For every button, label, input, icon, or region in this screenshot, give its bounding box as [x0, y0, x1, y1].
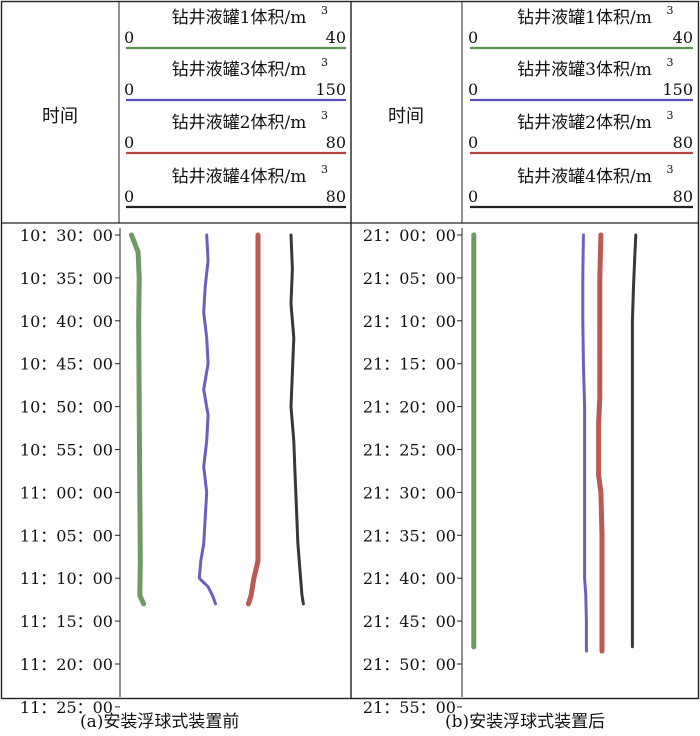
y-tick-label: 21：00：00 — [363, 226, 456, 245]
y-tick-label: 10：40：00 — [20, 312, 113, 331]
time-header: 时间 — [388, 106, 424, 127]
legend-axis-max: 80 — [326, 187, 346, 206]
caption-b: (b)安装浮球式装置后 — [445, 712, 606, 732]
legend-axis-min: 0 — [124, 28, 134, 47]
legend-axis-min: 0 — [124, 80, 134, 99]
y-tick-label: 11：25：00 — [20, 698, 113, 717]
legend-unit-superscript: 3 — [667, 163, 674, 176]
legend-unit-superscript: 3 — [667, 56, 674, 69]
legend-axis-max: 80 — [673, 187, 693, 206]
legend-label: 钻井液罐2体积/m — [172, 113, 307, 133]
series-line-2 — [581, 233, 588, 653]
y-tick-label: 10：45：00 — [20, 355, 113, 374]
y-tick-label: 21：50：00 — [363, 655, 456, 674]
legend-axis-max: 80 — [326, 133, 346, 152]
y-tick-label: 10：55：00 — [20, 441, 113, 460]
series-line-3 — [596, 232, 605, 654]
legend-axis-min: 0 — [468, 133, 478, 152]
legend-unit-superscript: 3 — [321, 163, 328, 176]
y-tick-label: 21：35：00 — [363, 526, 456, 545]
y-tick-label: 21：45：00 — [363, 612, 456, 631]
series-line-3 — [245, 232, 261, 607]
y-tick-label: 11：05：00 — [20, 526, 113, 545]
y-tick-label: 21：55：00 — [363, 698, 456, 717]
table-border — [0, 0, 700, 700]
series-line-2 — [197, 233, 217, 606]
y-tick-label: 10：50：00 — [20, 398, 113, 417]
legend-axis-max: 40 — [673, 28, 693, 47]
y-tick-label: 10：30：00 — [20, 226, 113, 245]
series-line-4 — [630, 233, 638, 649]
legend-label: 钻井液罐4体积/m — [517, 167, 652, 187]
legend-unit-superscript: 3 — [667, 109, 674, 122]
y-tick-label: 21：30：00 — [363, 483, 456, 502]
legend-unit-superscript: 3 — [321, 56, 328, 69]
y-tick-label: 11：15：00 — [20, 612, 113, 631]
legend-label: 钻井液罐2体积/m — [517, 113, 652, 133]
legend-axis-max: 80 — [673, 133, 693, 152]
legend-axis-max: 40 — [326, 28, 346, 47]
legend-label: 钻井液罐1体积/m — [517, 8, 652, 28]
caption-a: (a)安装浮球式装置前 — [80, 712, 240, 732]
legend-axis-min: 0 — [124, 187, 134, 206]
legend-label: 钻井液罐3体积/m — [172, 60, 307, 80]
y-tick-label: 21：15：00 — [363, 355, 456, 374]
legend-axis-min: 0 — [468, 187, 478, 206]
y-tick-label: 11：00：00 — [20, 483, 113, 502]
chart-panel-a: 时间 钻井液罐1体积/m 3 0 40 钻井液罐3体积/m 3 0 150 钻井液罐2体积/m 3 0… — [20, 4, 346, 717]
legend-unit-superscript: 3 — [321, 109, 328, 122]
legend-axis-max: 150 — [662, 80, 693, 99]
legend-axis-min: 0 — [124, 133, 134, 152]
legend-unit-superscript: 3 — [667, 4, 674, 17]
legend-label: 钻井液罐4体积/m — [172, 167, 307, 187]
legend-axis-min: 0 — [468, 80, 478, 99]
time-header: 时间 — [42, 106, 78, 127]
y-tick-label: 21：05：00 — [363, 269, 456, 288]
legend-axis-max: 150 — [315, 80, 346, 99]
series-line-4 — [289, 233, 305, 606]
chart-panel-b: 时间 钻井液罐1体积/m 3 0 40 钻井液罐3体积/m 3 0 150 钻井液罐2体积/m 3 0… — [363, 4, 693, 717]
legend-label: 钻井液罐1体积/m — [172, 8, 307, 28]
y-tick-label: 21：25：00 — [363, 441, 456, 460]
y-tick-label: 11：10：00 — [20, 569, 113, 588]
y-tick-label: 21：20：00 — [363, 398, 456, 417]
y-tick-label: 21：10：00 — [363, 312, 456, 331]
y-tick-label: 10：35：00 — [20, 269, 113, 288]
y-tick-label: 11：20：00 — [20, 655, 113, 674]
legend-unit-superscript: 3 — [321, 4, 328, 17]
legend-axis-min: 0 — [468, 28, 478, 47]
legend-label: 钻井液罐3体积/m — [517, 60, 652, 80]
y-tick-label: 21：40：00 — [363, 569, 456, 588]
series-line-1 — [129, 232, 147, 607]
